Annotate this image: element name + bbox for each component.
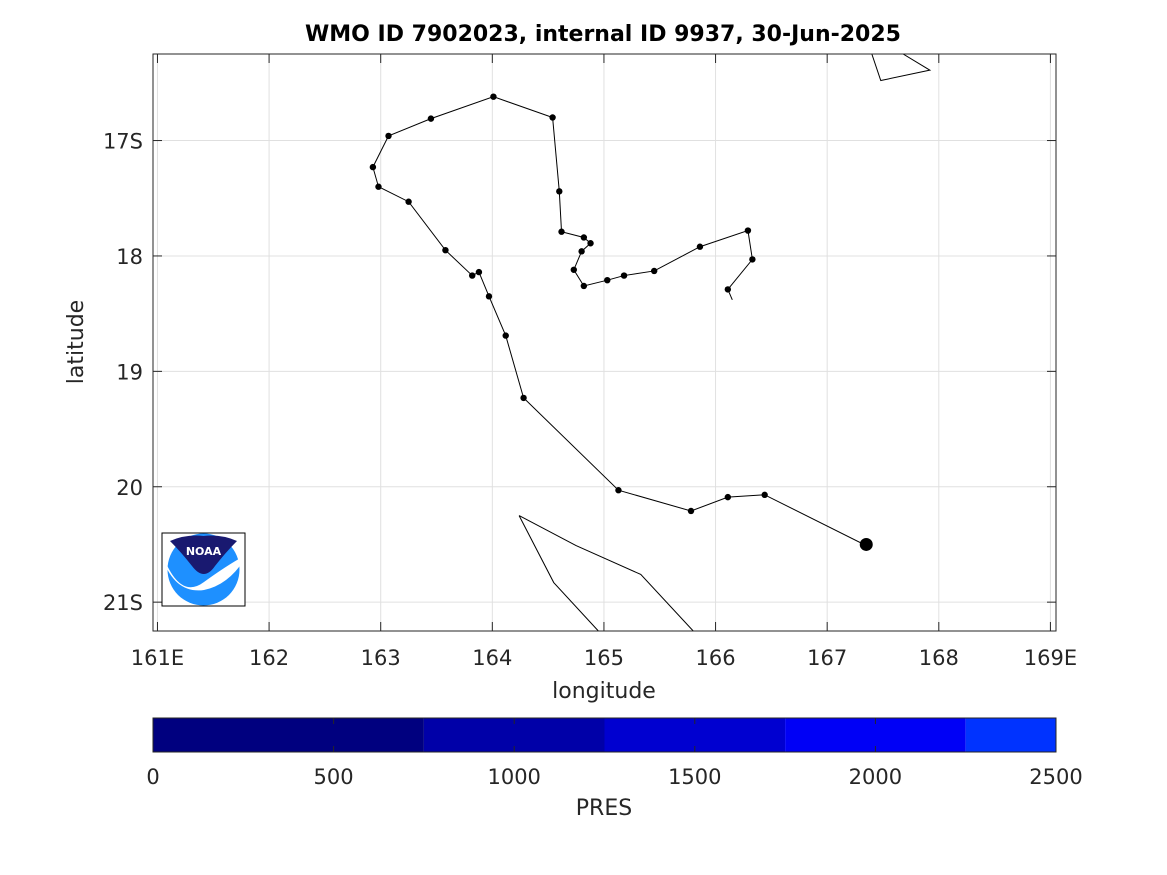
coastline — [518, 515, 599, 631]
x-tick-label: 168 — [919, 646, 959, 670]
profile-point — [724, 493, 732, 501]
noaa-logo: NOAA — [161, 532, 246, 607]
y-tick-label: 19 — [116, 360, 143, 384]
profile-point — [556, 188, 563, 195]
profile-point — [615, 487, 622, 494]
latest-position-marker — [859, 537, 873, 551]
y-tick-labels: 17S 18 19 20 21S — [103, 130, 143, 616]
y-axis-label: latitude — [64, 300, 89, 384]
colorbar-tick-label: 500 — [314, 765, 354, 789]
profile-point — [580, 282, 588, 290]
grid-lines — [153, 54, 1056, 631]
colorbar-tick-label: 2000 — [849, 765, 902, 789]
profile-point — [485, 293, 493, 300]
noaa-wave-icon — [163, 556, 244, 591]
colorbar-segments — [153, 718, 1056, 752]
axis-ticks — [153, 54, 1056, 631]
profile-point — [469, 272, 476, 279]
profile-point — [578, 248, 585, 255]
x-tick-label: 165 — [584, 646, 624, 670]
profile-point — [385, 132, 392, 140]
profile-point — [761, 491, 768, 499]
profile-point — [475, 268, 483, 276]
profile-point — [427, 115, 435, 122]
profile-point — [650, 267, 658, 275]
profile-point — [687, 507, 695, 515]
y-tick-label: 21S — [103, 591, 143, 615]
float-track — [369, 93, 873, 551]
map-background — [153, 54, 1056, 631]
colorbar-ticks — [152, 718, 1057, 752]
x-tick-label: 167 — [807, 646, 847, 670]
x-tick-label: 169E — [1024, 646, 1077, 670]
y-tick-label: 17S — [103, 130, 143, 154]
x-tick-label: 162 — [249, 646, 289, 670]
profile-point — [549, 114, 556, 121]
profile-point — [558, 228, 565, 235]
x-axis-label: longitude — [552, 679, 656, 704]
profile-point — [490, 93, 497, 100]
profile-point — [520, 394, 527, 402]
profile-point — [604, 276, 611, 284]
x-tick-label: 166 — [696, 646, 736, 670]
map-axes: 161E 162 163 164 165 166 167 168 169E 17S 18 19 20 2… — [64, 53, 1077, 704]
colorbar-frame — [152, 717, 1057, 753]
x-tick-label: 163 — [361, 646, 401, 670]
profile-point — [570, 266, 578, 273]
profile-point — [724, 286, 732, 293]
noaa-bird-icon — [170, 535, 237, 574]
profile-point — [369, 163, 377, 171]
figure-title: WMO ID 7902023, internal ID 9937, 30-Jun… — [305, 22, 901, 47]
colorbar-tick-label: 2500 — [1029, 765, 1082, 789]
colorbar-label: PRES — [576, 796, 632, 821]
profile-point — [405, 198, 412, 205]
colorbar-tick-labels: 0 500 1000 1500 2000 2500 — [146, 765, 1082, 789]
profile-point — [620, 272, 628, 279]
noaa-logo-text: NOAA — [186, 545, 222, 558]
x-tick-label: 161E — [131, 646, 184, 670]
colorbar-tick-label: 1500 — [668, 765, 721, 789]
colorbar-tick-label: 1000 — [487, 765, 540, 789]
colorbar-segment — [965, 718, 1056, 752]
x-tick-label: 164 — [472, 646, 512, 670]
colorbar-tick-label: 0 — [146, 765, 159, 789]
profile-point — [744, 227, 752, 234]
profile-point — [442, 246, 449, 254]
profile-point — [580, 234, 588, 241]
colorbar: 0 500 1000 1500 2000 2500 PRES — [146, 717, 1083, 821]
y-tick-label: 20 — [116, 476, 143, 500]
colorbar-segment — [153, 718, 424, 752]
profile-point — [749, 256, 756, 263]
coastline — [518, 515, 694, 631]
profile-point — [375, 183, 382, 190]
profile-point — [587, 240, 594, 247]
map-frame — [152, 53, 1057, 632]
coastline — [871, 54, 932, 82]
coastlines — [518, 54, 932, 631]
profile-point — [696, 243, 704, 250]
profile-point — [502, 332, 509, 339]
y-tick-label: 18 — [116, 245, 143, 269]
x-tick-labels: 161E 162 163 164 165 166 167 168 169E — [131, 646, 1077, 670]
